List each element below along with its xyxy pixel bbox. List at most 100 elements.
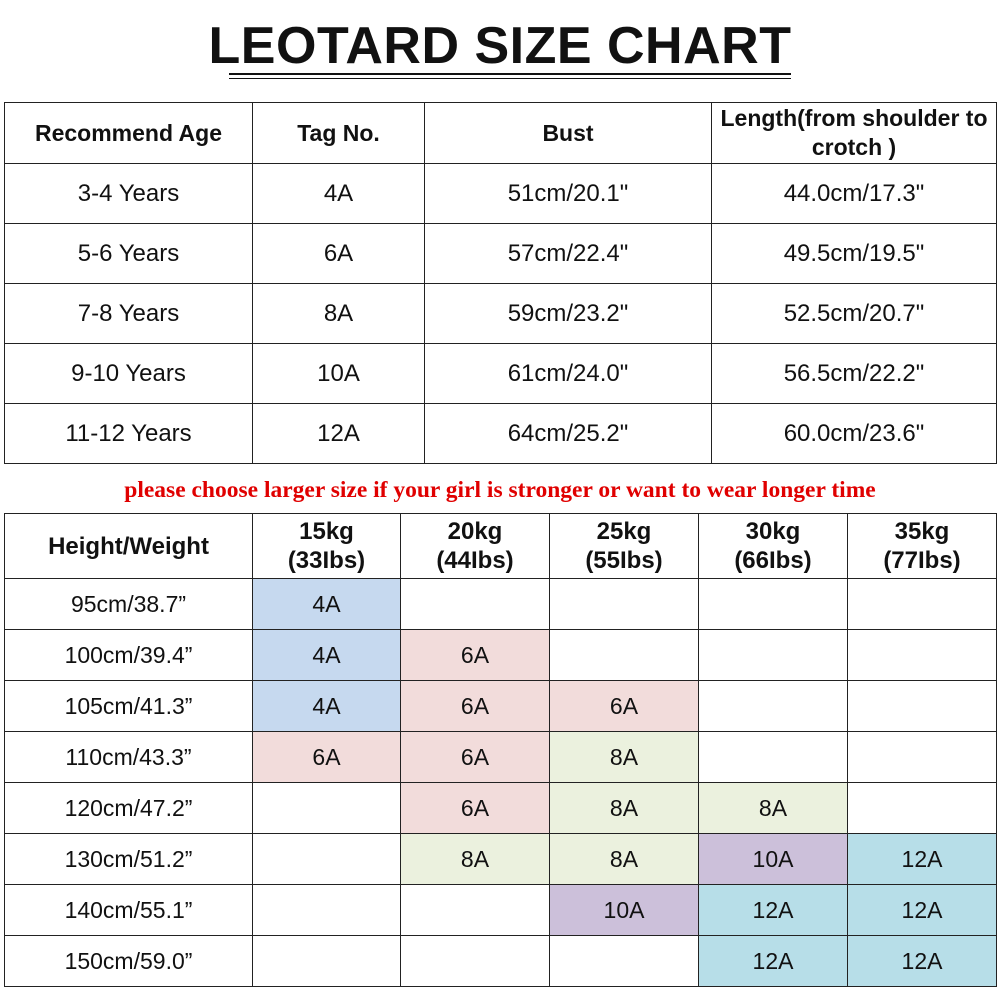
cell-size <box>252 782 401 834</box>
cell-height: 120cm/47.2” <box>4 782 253 834</box>
cell-size <box>549 935 699 987</box>
cell-size <box>549 629 699 681</box>
table-row: 7-8 Years 8A 59cm/23.2" 52.5cm/20.7" <box>4 283 997 344</box>
cell-size <box>847 629 997 681</box>
cell-size: 6A <box>549 680 699 732</box>
weight-lbs: (66Ibs) <box>734 547 812 574</box>
cell-size: 10A <box>698 833 848 885</box>
cell-age: 7-8 Years <box>4 283 253 344</box>
table-row: 130cm/51.2” 8A 8A 10A 12A <box>4 833 997 885</box>
weight-kg: 20kg <box>447 518 503 545</box>
header-weight: 20kg (44Ibs) <box>400 513 550 579</box>
cell-age: 3-4 Years <box>4 163 253 224</box>
cell-length: 52.5cm/20.7" <box>711 283 997 344</box>
cell-height: 150cm/59.0” <box>4 935 253 987</box>
cell-height: 105cm/41.3” <box>4 680 253 732</box>
cell-size <box>252 833 401 885</box>
cell-size <box>252 935 401 987</box>
cell-tag: 12A <box>252 403 425 464</box>
header-height-weight: Height/Weight <box>4 513 253 579</box>
cell-height: 100cm/39.4” <box>4 629 253 681</box>
title-underline <box>229 73 791 75</box>
cell-size <box>847 782 997 834</box>
header-weight: 35kg (77Ibs) <box>847 513 997 579</box>
cell-height: 130cm/51.2” <box>4 833 253 885</box>
cell-size: 6A <box>400 680 550 732</box>
cell-size: 8A <box>549 782 699 834</box>
cell-age: 5-6 Years <box>4 223 253 284</box>
cell-size: 6A <box>400 731 550 783</box>
cell-size: 12A <box>698 884 848 936</box>
weight-kg: 30kg <box>745 518 801 545</box>
header-tag-no: Tag No. <box>252 102 425 164</box>
cell-size: 8A <box>549 731 699 783</box>
title-underline-second <box>229 78 791 79</box>
table-row: 105cm/41.3” 4A 6A 6A <box>4 680 997 732</box>
cell-size: 4A <box>252 578 401 630</box>
weight-kg: 35kg <box>894 518 950 545</box>
cell-bust: 64cm/25.2" <box>424 403 712 464</box>
cell-tag: 10A <box>252 343 425 404</box>
cell-bust: 51cm/20.1" <box>424 163 712 224</box>
cell-size <box>847 680 997 732</box>
height-weight-table: Height/Weight 15kg (33Ibs) 20kg (44Ibs) 25kg(… <box>4 513 997 987</box>
cell-length: 49.5cm/19.5" <box>711 223 997 284</box>
cell-size <box>847 578 997 630</box>
weight-lbs: (44Ibs) <box>436 547 514 574</box>
cell-size <box>252 884 401 936</box>
cell-size: 12A <box>698 935 848 987</box>
table-row: 5-6 Years 6A 57cm/22.4" 49.5cm/19.5" <box>4 223 997 284</box>
weight-table-header-row: Height/Weight 15kg (33Ibs) 20kg (44Ibs) 25kg(… <box>4 513 997 579</box>
cell-size <box>400 935 550 987</box>
cell-tag: 4A <box>252 163 425 224</box>
cell-size <box>698 578 848 630</box>
cell-size: 10A <box>549 884 699 936</box>
table-row: 100cm/39.4” 4A 6A <box>4 629 997 681</box>
header-bust: Bust <box>424 102 712 164</box>
cell-age: 11-12 Years <box>4 403 253 464</box>
cell-height: 140cm/55.1” <box>4 884 253 936</box>
cell-size: 6A <box>252 731 401 783</box>
table-row: 110cm/43.3” 6A 6A 8A <box>4 731 997 783</box>
cell-size: 8A <box>698 782 848 834</box>
table-row: 150cm/59.0” 12A 12A <box>4 935 997 987</box>
cell-bust: 59cm/23.2" <box>424 283 712 344</box>
header-weight: 15kg (33Ibs) <box>252 513 401 579</box>
cell-size: 12A <box>847 935 997 987</box>
cell-size: 8A <box>549 833 699 885</box>
size-note: please choose larger size if your girl i… <box>124 477 876 503</box>
weight-lbs: (77Ibs) <box>883 547 961 574</box>
cell-bust: 61cm/24.0" <box>424 343 712 404</box>
cell-height: 95cm/38.7” <box>4 578 253 630</box>
header-weight: 25kg (55Ibs) <box>549 513 699 579</box>
table-row: 120cm/47.2” 6A 8A 8A <box>4 782 997 834</box>
cell-size <box>847 731 997 783</box>
page-title: LEOTARD SIZE CHART <box>208 17 792 75</box>
size-table-header-row: Recommend Age Tag No. Bust Length(from s… <box>4 102 997 164</box>
weight-lbs: (55Ibs) <box>585 547 663 574</box>
weight-kg: 15kg <box>299 518 354 545</box>
cell-length: 44.0cm/17.3" <box>711 163 997 224</box>
table-row: 11-12 Years 12A 64cm/25.2" 60.0cm/23.6" <box>4 403 997 464</box>
weight-kg: 25kg <box>596 518 652 545</box>
cell-size <box>698 731 848 783</box>
cell-size: 6A <box>400 782 550 834</box>
cell-size <box>549 578 699 630</box>
cell-tag: 8A <box>252 283 425 344</box>
table-row: 3-4 Years 4A 51cm/20.1" 44.0cm/17.3" <box>4 163 997 224</box>
header-recommend-age: Recommend Age <box>4 102 253 164</box>
cell-size <box>400 884 550 936</box>
cell-size <box>698 629 848 681</box>
size-table: Recommend Age Tag No. Bust Length(from s… <box>4 102 997 464</box>
cell-length: 56.5cm/22.2" <box>711 343 997 404</box>
cell-height: 110cm/43.3” <box>4 731 253 783</box>
table-row: 95cm/38.7” 4A <box>4 578 997 630</box>
cell-size: 12A <box>847 833 997 885</box>
cell-size <box>698 680 848 732</box>
cell-size <box>400 578 550 630</box>
cell-length: 60.0cm/23.6" <box>711 403 997 464</box>
cell-size: 4A <box>252 629 401 681</box>
weight-lbs: (33Ibs) <box>287 547 366 574</box>
cell-size: 6A <box>400 629 550 681</box>
cell-bust: 57cm/22.4" <box>424 223 712 284</box>
